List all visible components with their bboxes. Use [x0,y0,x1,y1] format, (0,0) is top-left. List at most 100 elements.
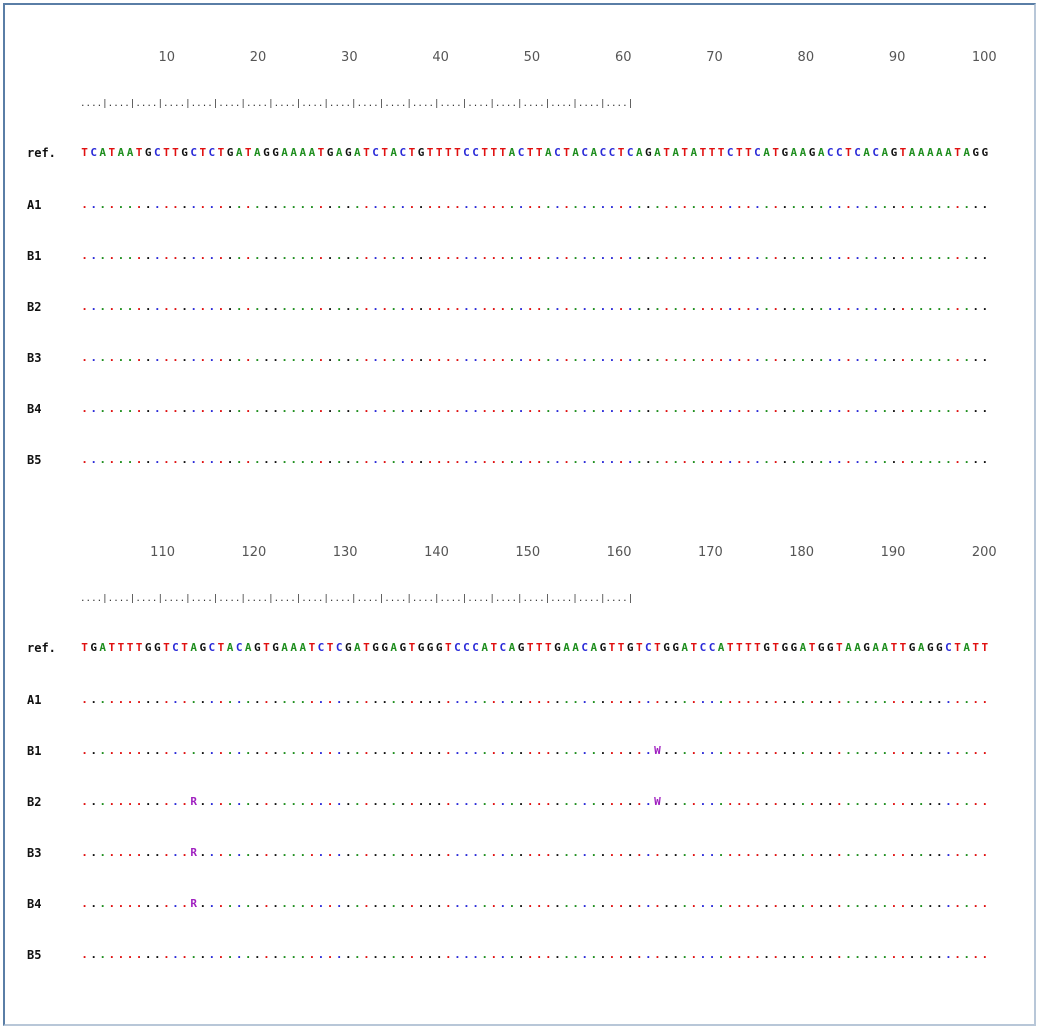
match-dot: . [554,198,561,211]
match-dot: . [517,795,525,808]
match-dot: . [899,846,907,859]
match-dot: . [672,795,679,808]
match-dot: . [945,897,952,910]
match-dot: . [126,948,134,961]
match-dot: . [972,198,980,211]
ref-base: C [608,146,616,159]
match-dot: . [354,249,361,262]
ref-base: T [317,146,325,159]
match-dot: . [535,300,543,313]
match-dot: . [572,351,579,364]
match-dot: . [908,453,916,466]
match-dot: . [699,846,707,859]
row-label: B1 [27,249,42,263]
match-dot: . [299,351,307,364]
ref-base: G [426,641,434,654]
match-dot: . [826,300,834,313]
match-dot: . [217,744,225,757]
match-dot: . [545,198,552,211]
match-dot: . [199,402,207,415]
match-dot: . [108,351,116,364]
match-dot: . [626,744,634,757]
match-dot: . [936,249,943,262]
match-dot: . [290,693,298,706]
match-dot: . [608,846,616,859]
match-dot: . [254,693,261,706]
match-dot: . [299,198,307,211]
match-dot: . [699,453,707,466]
match-dot: . [226,897,234,910]
ref-base: T [363,146,370,159]
match-dot: . [254,351,261,364]
match-dot: . [163,402,170,415]
match-dot: . [972,948,980,961]
match-dot: . [363,744,370,757]
match-dot: . [945,693,952,706]
match-dot: . [135,198,143,211]
match-dot: . [936,402,943,415]
match-dot: . [390,948,398,961]
match-dot: . [945,846,952,859]
ref-base: A [126,146,134,159]
match-dot: . [108,795,116,808]
match-dot: . [717,249,725,262]
match-dot: . [463,744,470,757]
match-dot: . [726,897,734,910]
ref-base: T [708,146,716,159]
match-dot: . [508,300,516,313]
match-dot: . [390,300,398,313]
ref-base: G [808,146,816,159]
match-dot: . [845,402,852,415]
ref-base: A [872,641,880,654]
match-dot: . [199,744,207,757]
match-dot: . [945,453,952,466]
match-dot: . [190,402,197,415]
match-dot: . [972,795,980,808]
match-dot: . [508,453,516,466]
match-dot: . [335,249,343,262]
ref-base: A [390,146,398,159]
match-dot: . [926,300,934,313]
ref-base: G [199,641,207,654]
ref-base: C [335,641,343,654]
match-dot: . [463,948,470,961]
match-dot: . [344,453,352,466]
ref-base: T [363,641,370,654]
match-dot: . [272,897,279,910]
match-dot: . [335,795,343,808]
match-dot: . [354,846,361,859]
match-dot: . [435,249,443,262]
match-dot: . [217,948,225,961]
match-dot: . [654,198,661,211]
match-dot: . [826,198,834,211]
match-dot: . [890,198,898,211]
match-dot: . [163,744,170,757]
match-dot: . [708,744,716,757]
match-dot: . [836,744,843,757]
match-dot: . [444,453,452,466]
match-dot: . [363,249,370,262]
ref-base: T [490,641,498,654]
match-dot: . [726,948,734,961]
match-dot: . [917,198,925,211]
ref-base: T [808,641,816,654]
match-dot: . [899,897,907,910]
match-dot: . [153,300,161,313]
match-dot: . [608,453,616,466]
ruler-number: 30 [341,50,358,65]
match-dot: . [344,693,352,706]
match-dot: . [699,351,707,364]
match-dot: . [472,351,479,364]
match-dot: . [745,795,752,808]
match-dot: . [135,744,143,757]
match-dot: . [344,744,352,757]
match-dot: . [181,198,188,211]
match-dot: . [372,744,379,757]
ref-base: C [317,641,325,654]
match-dot: . [617,948,625,961]
match-dot: . [772,402,779,415]
match-dot: . [363,402,370,415]
match-dot: . [626,351,634,364]
match-dot: . [608,897,616,910]
match-dot: . [926,351,934,364]
